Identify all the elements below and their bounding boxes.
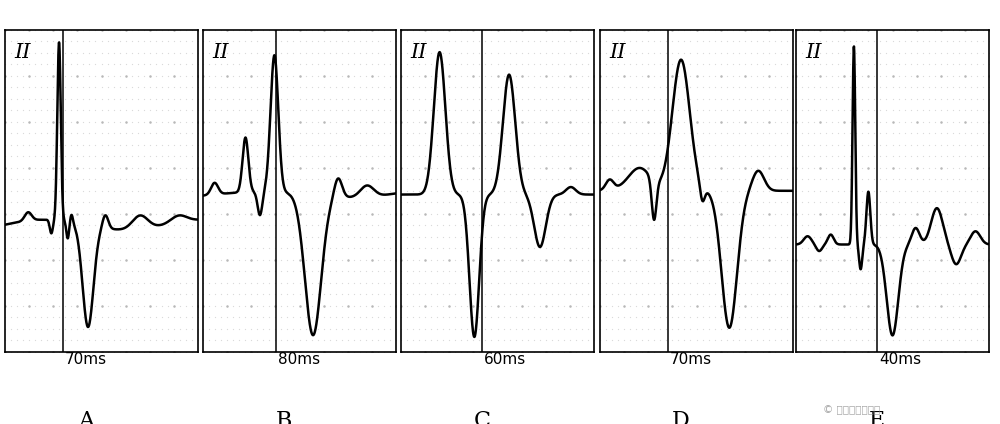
Text: © 朱晓晓心电资讯: © 朱晓晓心电资讯 bbox=[823, 405, 880, 416]
Text: II: II bbox=[411, 42, 427, 61]
Text: 80ms: 80ms bbox=[278, 352, 320, 367]
Text: E: E bbox=[869, 410, 885, 424]
Text: 40ms: 40ms bbox=[879, 352, 921, 367]
Text: 70ms: 70ms bbox=[669, 352, 712, 367]
Text: II: II bbox=[15, 42, 31, 61]
Text: C: C bbox=[474, 410, 491, 424]
Text: 70ms: 70ms bbox=[65, 352, 107, 367]
Text: D: D bbox=[672, 410, 690, 424]
Text: A: A bbox=[78, 410, 94, 424]
Text: 60ms: 60ms bbox=[484, 352, 526, 367]
Text: B: B bbox=[276, 410, 292, 424]
Text: II: II bbox=[213, 42, 229, 61]
Text: II: II bbox=[806, 42, 822, 61]
Text: II: II bbox=[610, 42, 626, 61]
